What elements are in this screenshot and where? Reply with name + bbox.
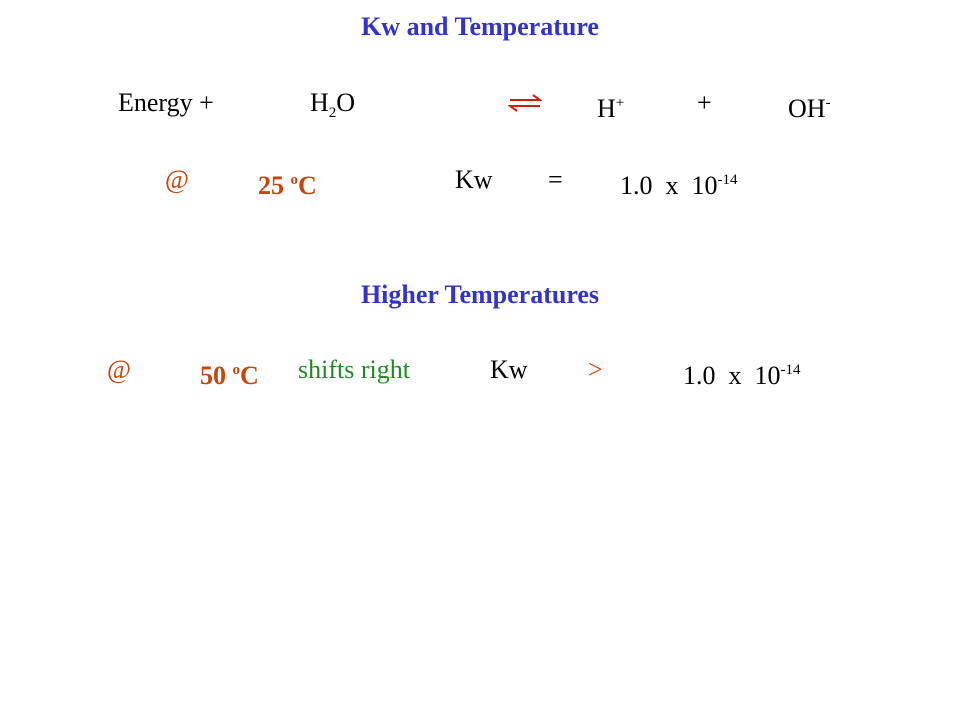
degree: o [232,362,241,378]
hydrogen-ion: H+ [597,88,624,124]
ion-base: OH [788,94,826,123]
degree: o [290,172,299,188]
relation: = [548,165,563,194]
unit: C [240,361,259,390]
subtitle: Higher Temperatures [360,280,600,309]
kw-value: 1.0 x 10-14 [683,355,801,391]
water-subscript: 2 [328,105,337,121]
ion-base: H [597,94,616,123]
exponent: -14 [717,172,738,188]
plus: + [697,88,712,117]
temp-value: 25 [258,171,284,200]
ion-charge: - [825,95,831,111]
water-rest: O [336,88,356,117]
relation: > [588,355,603,384]
energy-term: Energy + [118,88,214,117]
kw-value: 1.0 x 10-14 [620,165,738,201]
water-base: H [310,88,329,117]
unit: C [298,171,317,200]
mantissa: 1.0 x 10 [620,171,718,200]
exponent: -14 [780,362,801,378]
kw: Kw [455,165,493,194]
mantissa: 1.0 x 10 [683,361,781,390]
water: H2O [310,88,355,128]
at-sign: @ [107,355,131,384]
equilibrium-arrow [508,94,542,112]
kw: Kw [490,355,528,384]
hydroxide-ion: OH- [788,88,831,124]
temperature: 50 oC [200,355,259,391]
at-sign: @ [165,165,189,194]
temp-value: 50 [200,361,226,390]
temperature: 25 oC [258,165,317,201]
title: Kw and Temperature [361,12,599,41]
ion-charge: + [615,95,625,111]
shift-note: shifts right [298,355,410,384]
